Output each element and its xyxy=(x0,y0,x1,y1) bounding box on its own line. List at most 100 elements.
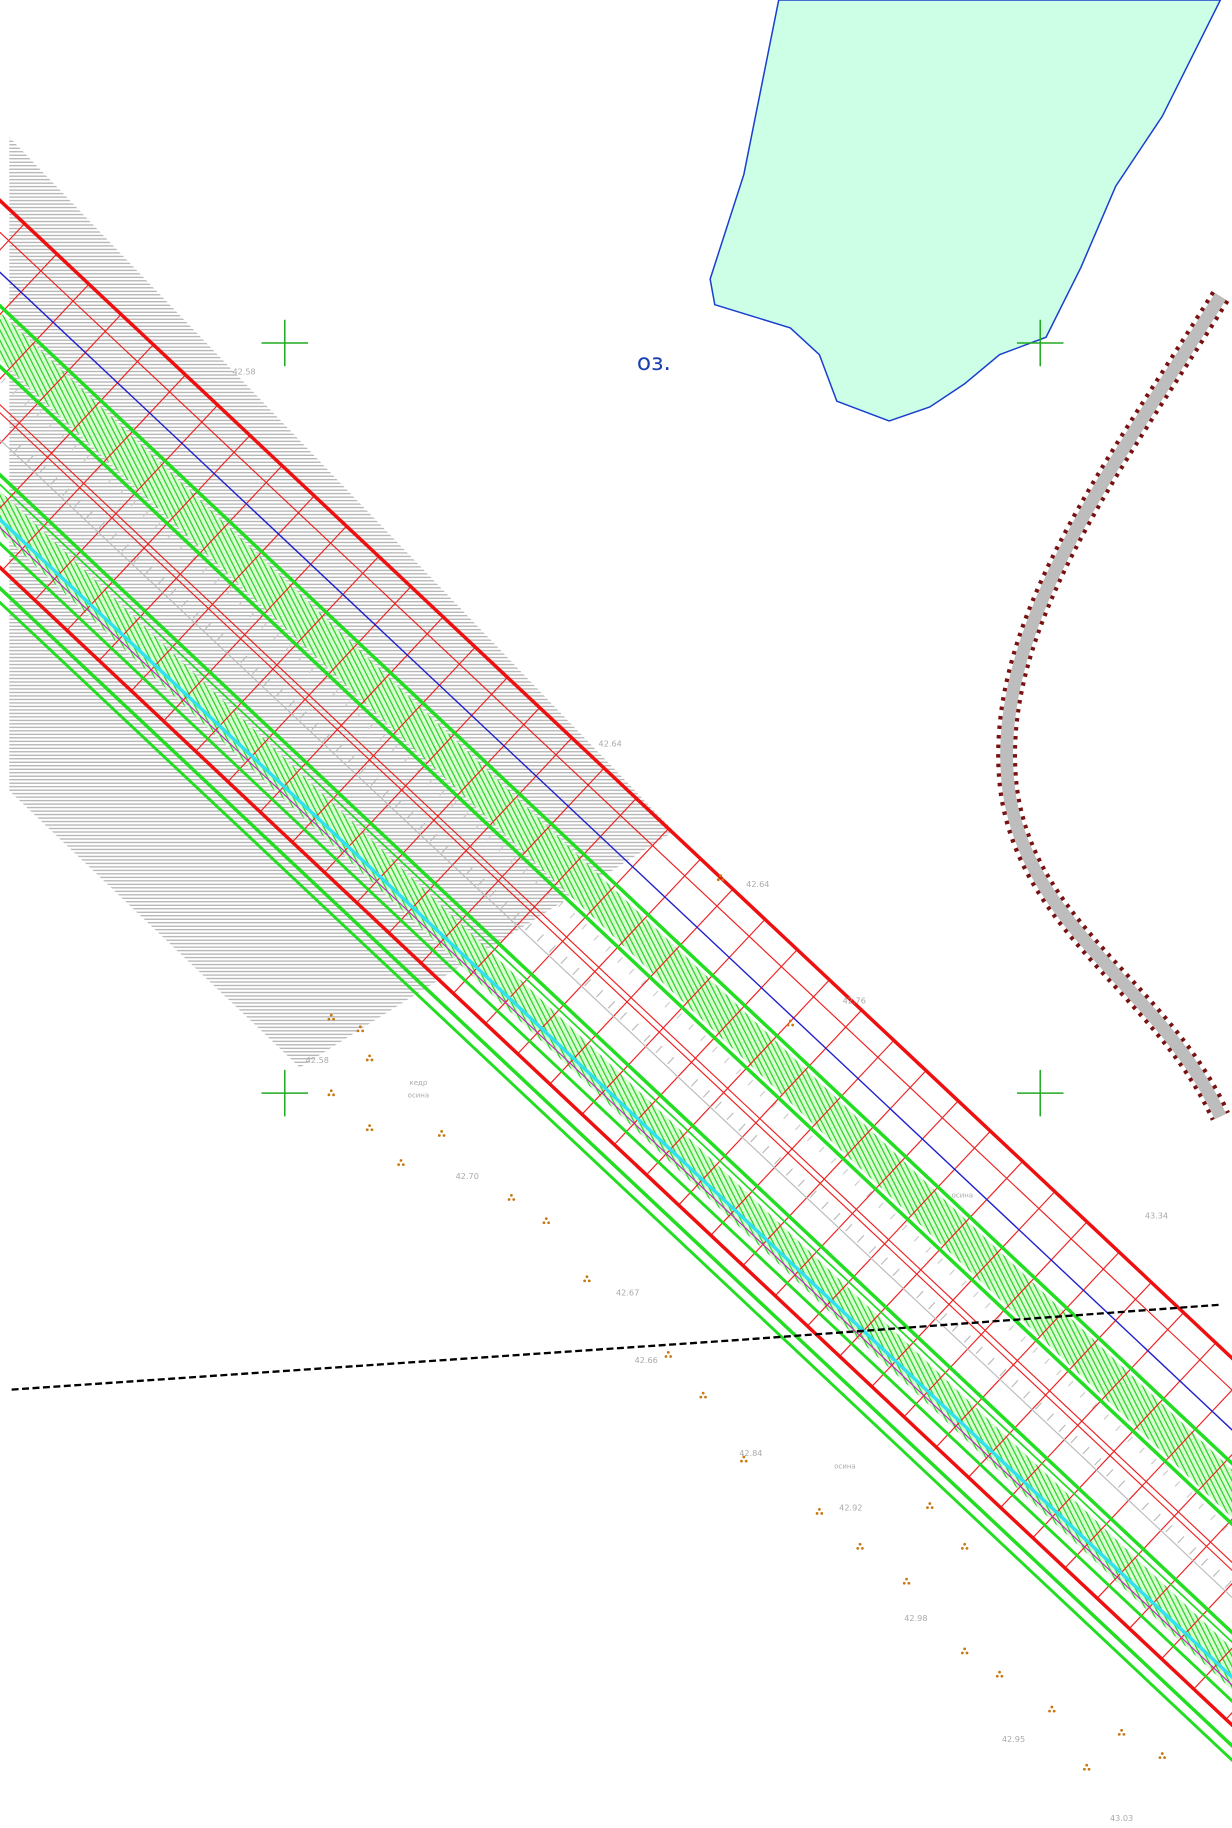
slope-tick xyxy=(534,879,540,886)
slope-tick xyxy=(560,956,568,965)
slope-tick xyxy=(441,845,450,853)
grid-transverse xyxy=(130,495,315,692)
cross xyxy=(1016,319,1064,367)
slope-tick xyxy=(451,801,457,808)
elevation: 42.67 xyxy=(616,1287,639,1297)
shrub-dot xyxy=(930,1506,934,1510)
grid-transverse xyxy=(0,253,58,450)
slope-tick xyxy=(987,1357,995,1366)
slope-tick xyxy=(225,589,232,596)
lake xyxy=(709,0,1222,422)
slope-tick xyxy=(356,712,362,718)
slope-tick xyxy=(59,433,66,440)
grid-transverse xyxy=(291,646,476,843)
shrub-dot xyxy=(361,1029,365,1033)
elevation: 42.92 xyxy=(839,1503,862,1513)
slope-tick xyxy=(439,790,445,796)
slope-tick xyxy=(1117,1480,1126,1488)
slope-tick xyxy=(38,466,46,474)
grid-transverse xyxy=(871,1191,1056,1387)
shrub-dot xyxy=(963,1542,967,1546)
slope-tick xyxy=(702,1090,711,1098)
shrub-dot xyxy=(1160,1752,1164,1755)
elevation: 42.76 xyxy=(843,996,866,1006)
slope-tick xyxy=(1056,1369,1062,1376)
corridor-line xyxy=(0,0,1232,1652)
grid-transverse xyxy=(1193,1493,1232,1690)
slope-tick xyxy=(605,946,611,952)
slope-tick xyxy=(263,677,272,686)
slope-tick xyxy=(723,1057,730,1064)
shrub-dot xyxy=(998,1670,1001,1674)
slope-tick xyxy=(676,1012,683,1019)
slope-tick xyxy=(169,588,177,597)
slope-tick xyxy=(296,656,303,663)
slope-tick xyxy=(394,800,402,809)
slope-tick xyxy=(1127,1436,1133,1443)
slope-tick xyxy=(320,678,327,685)
grid-transverse xyxy=(485,828,669,1024)
slope-tick xyxy=(1079,1391,1086,1398)
slope-tick xyxy=(26,454,34,463)
corridor-line xyxy=(0,35,1232,1710)
shrub-dot xyxy=(544,1217,548,1221)
shrub-dot xyxy=(965,1651,969,1655)
shrub-dot xyxy=(820,1512,824,1515)
slope-tick xyxy=(477,878,485,887)
shrub-dot xyxy=(788,1019,792,1023)
cross xyxy=(261,319,308,367)
slope-tick xyxy=(619,1012,627,1020)
slope-tick xyxy=(368,723,374,730)
slope-tick xyxy=(916,1290,924,1299)
elevation: 43.03 xyxy=(1110,1813,1133,1823)
slope-tick xyxy=(806,1135,813,1142)
shrub-dot xyxy=(666,1350,670,1354)
grid-transverse xyxy=(66,434,251,631)
slope-tick xyxy=(951,1324,960,1332)
slope-tick xyxy=(596,989,604,998)
slope-tick xyxy=(130,500,137,507)
shrub-dot xyxy=(704,1395,707,1399)
slope-tick xyxy=(154,522,161,529)
slope-tick xyxy=(1222,1525,1228,1532)
slope-tick xyxy=(344,700,350,707)
slope-tick xyxy=(145,566,153,574)
slope-tick xyxy=(1044,1358,1050,1365)
grid-transverse xyxy=(356,707,541,903)
slope-tick xyxy=(833,1212,841,1221)
slope-tick xyxy=(47,422,54,429)
slope-tick xyxy=(1224,1580,1232,1589)
slope-tick xyxy=(773,1157,782,1165)
shrub-dot xyxy=(719,874,722,878)
slope-tick xyxy=(569,912,576,919)
slope-tick xyxy=(418,822,426,831)
slope-tick xyxy=(190,555,196,562)
slope-tick xyxy=(617,957,623,964)
corridor-line xyxy=(0,0,1232,1672)
slope-tick xyxy=(415,767,422,774)
slope-tick xyxy=(1058,1424,1066,1433)
grid-transverse xyxy=(98,465,283,661)
slope-tick xyxy=(901,1224,908,1231)
slope-tick xyxy=(465,867,473,875)
slope-tick xyxy=(878,1202,884,1209)
slope-tick xyxy=(949,1269,955,1276)
shrub-dot xyxy=(905,1577,908,1581)
slope-tick xyxy=(1177,1535,1185,1544)
slope-tick xyxy=(180,599,189,608)
slope-tick xyxy=(109,532,117,541)
shrub-dot xyxy=(585,1275,589,1279)
slope-tick xyxy=(581,923,588,930)
corridor-line xyxy=(0,84,1232,1759)
slope-tick xyxy=(427,778,433,785)
slope-tick xyxy=(489,889,497,898)
slope-tick xyxy=(593,934,600,941)
slope-tick xyxy=(252,666,260,675)
grid-transverse xyxy=(549,888,734,1085)
slope-tick xyxy=(1174,1480,1181,1487)
grid-transverse xyxy=(259,616,444,813)
slope-tick xyxy=(747,1079,754,1086)
slope-tick xyxy=(572,967,580,976)
slope-tick xyxy=(85,510,94,519)
slope-tick xyxy=(249,611,256,618)
